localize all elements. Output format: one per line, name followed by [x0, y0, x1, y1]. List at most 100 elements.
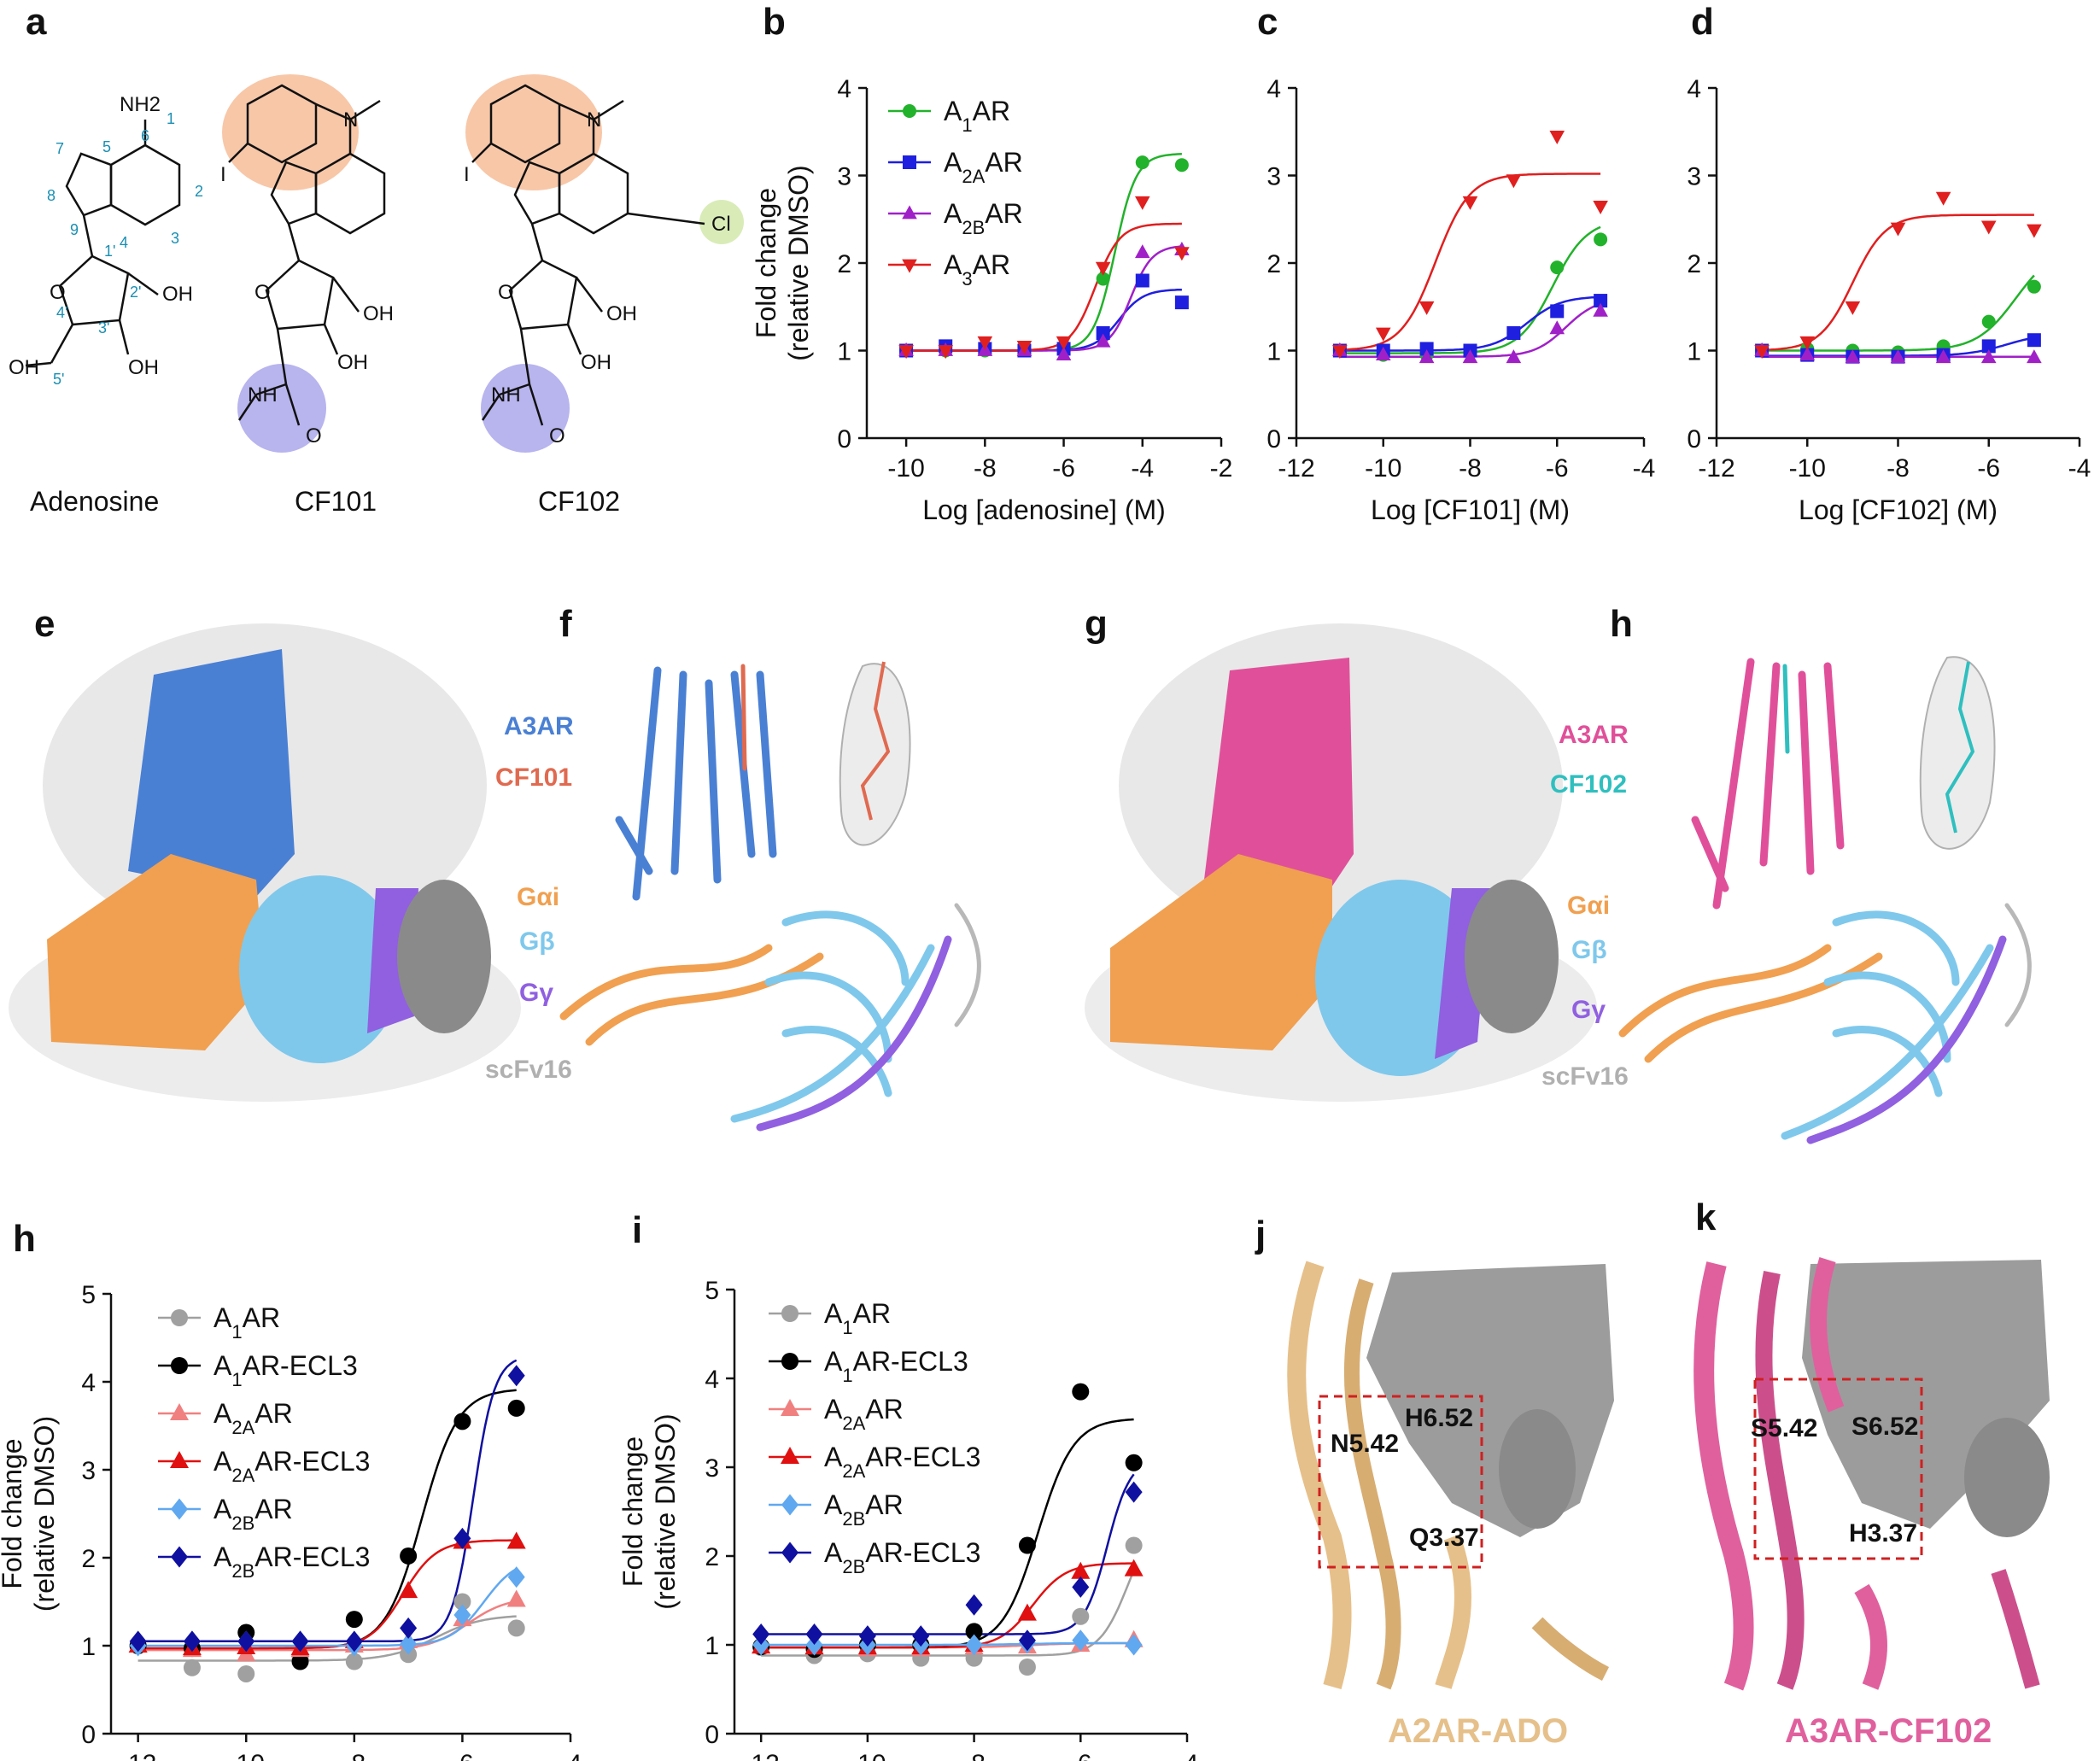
- atom-num-1p: 1': [104, 243, 115, 260]
- data-point-A1AR-ECL3: [291, 1653, 309, 1670]
- data-point-A1AR: [507, 1619, 525, 1637]
- panel-label-a: a: [26, 1, 47, 43]
- adenosine-o-ring: O: [50, 281, 66, 304]
- x-tick-label: -4: [559, 1750, 582, 1761]
- data-point-A2AAR: [1506, 326, 1521, 340]
- data-point-A3AR: [898, 345, 914, 360]
- data-point-A3AR: [1845, 301, 1861, 315]
- x-tick-label: -12: [1698, 454, 1734, 483]
- atom-num-3p: 3': [98, 319, 109, 336]
- cf101-n-methyl: N: [343, 108, 358, 132]
- y-tick-label: 2: [837, 250, 851, 278]
- legend-marker-A2AAR-ECL3: [170, 1451, 189, 1468]
- legend-marker-A2BAR-ECL3: [171, 1546, 188, 1568]
- atom-num-2p: 2': [130, 284, 141, 301]
- cf101-amide-highlight: [237, 364, 326, 453]
- data-point-A3AR: [1332, 345, 1348, 360]
- residue-k-3: H3.37: [1849, 1519, 1917, 1547]
- cf102-n-methyl: N: [587, 108, 601, 132]
- data-point-A1AR-ECL3: [1125, 1454, 1143, 1471]
- molecule-cf102: [471, 84, 705, 426]
- x-tick-label: -6: [1052, 454, 1075, 483]
- data-point-A2AAR: [1174, 295, 1189, 310]
- data-point-A2BAR: [453, 1604, 471, 1626]
- data-point-A2BAR: [1462, 349, 1478, 364]
- data-point-A2AAR-ECL3: [1124, 1559, 1144, 1577]
- y-tick-label: 4: [81, 1369, 96, 1397]
- adenosine-oh-2: OH: [162, 283, 193, 306]
- data-point-A2BAR-ECL3: [345, 1630, 363, 1653]
- data-point-A1AR-ECL3: [400, 1547, 418, 1565]
- data-point-A3AR: [1419, 301, 1435, 315]
- panel-label-f: f: [559, 603, 572, 645]
- label-h-gb: Gβ: [1571, 936, 1607, 964]
- atom-num-8: 8: [47, 187, 56, 204]
- panel-label-g: g: [1085, 603, 1108, 645]
- x-tick-label: -6: [451, 1750, 474, 1761]
- molecule-name-cf101: CF101: [295, 486, 377, 517]
- legend-label-A2AAR: A2AAR: [944, 147, 1023, 187]
- x-tick-label: -6: [1546, 454, 1569, 483]
- chart-d: 0 1 2 3 4 -12 -10 -8 -6 -4 Log [CF102] (M): [1687, 75, 2091, 525]
- y-tick-label: 4: [1266, 75, 1281, 103]
- data-point-A3AR: [1754, 345, 1769, 360]
- x-axis-label: Log [CF101] (M): [1371, 494, 1570, 525]
- data-point-A2BAR-ECL3: [183, 1630, 201, 1653]
- data-point-A2BAR-ECL3: [752, 1624, 770, 1646]
- cf102-iodophenyl-highlight: [465, 74, 602, 190]
- x-tick-label: -8: [1886, 454, 1910, 483]
- data-point-A2AAR: [2027, 333, 2041, 348]
- data-point-A2BAR-ECL3: [400, 1617, 418, 1639]
- chart-b: 0 1 2 3 4 -10 -8 -6 -4 -2 Log [adenosine] (M) Fold …: [751, 75, 1232, 525]
- data-point-A1AR: [345, 1653, 363, 1670]
- y-tick-label: 0: [81, 1721, 96, 1749]
- y-axis-label: Fold change(relative DMSO): [0, 1416, 60, 1612]
- x-tick-label: -12: [120, 1750, 156, 1761]
- data-point-A1AR: [2027, 279, 2041, 294]
- ligand-density-cf101: [839, 661, 911, 846]
- y-tick-label: 1: [1687, 338, 1701, 366]
- data-point-A2BAR: [400, 1633, 418, 1655]
- cf102-amide-highlight: [481, 364, 570, 453]
- data-point-A2BAR-ECL3: [507, 1365, 525, 1387]
- data-point-A2BAR-ECL3: [965, 1594, 983, 1616]
- data-point-A2BAR-ECL3: [237, 1630, 255, 1653]
- data-point-A2BAR-ECL3: [291, 1630, 309, 1653]
- ligand-density-cf102: [1919, 656, 1996, 850]
- data-point-A3AR: [1549, 130, 1565, 144]
- x-axis-label: Log [CF102] (M): [1799, 494, 1998, 525]
- x-tick-label: -8: [974, 454, 997, 483]
- panel-label-h-structure: h: [1610, 603, 1633, 645]
- y-tick-label: 0: [705, 1721, 719, 1749]
- data-point-A2BAR-ECL3: [1072, 1576, 1090, 1598]
- y-tick-label: 2: [705, 1543, 719, 1571]
- data-point-A2BAR: [1980, 349, 1997, 364]
- cf101-oh-2: OH: [363, 302, 394, 325]
- legend-marker-A1AR: [781, 1305, 798, 1322]
- data-point-A3AR: [1375, 327, 1391, 342]
- y-tick-label: 3: [705, 1454, 719, 1483]
- molecule-name-cf102: CF102: [538, 486, 620, 517]
- cf101-iodine: I: [220, 163, 226, 186]
- y-tick-label: 4: [705, 1366, 719, 1394]
- y-tick-label: 3: [1266, 163, 1281, 191]
- data-point-A3AR: [1935, 191, 1951, 206]
- atom-num-9: 9: [70, 221, 79, 238]
- cf102-oh-2: OH: [606, 302, 637, 325]
- y-axis-label: Fold change(relative DMSO): [617, 1413, 681, 1609]
- data-point-A2BAR: [1549, 320, 1565, 335]
- data-point-A1AR-ECL3: [345, 1611, 363, 1629]
- legend-label-A2AAR-ECL3: A2AAR-ECL3: [214, 1446, 370, 1486]
- caption-k: A3AR-CF102: [1785, 1712, 1992, 1750]
- data-point-A2BAR: [1056, 347, 1072, 361]
- cf102-carbonyl-o: O: [549, 424, 565, 448]
- legend-marker-A2BAR-ECL3: [781, 1542, 798, 1564]
- cf102-oh-3: OH: [581, 351, 611, 374]
- cryoem-map-e: [9, 623, 521, 1102]
- pocket-image-k: [1687, 1255, 2058, 1691]
- data-point-A1AR: [1135, 155, 1149, 170]
- legend-marker-A2BAR: [902, 205, 917, 219]
- x-tick-label: -6: [1069, 1750, 1092, 1761]
- x-tick-label: -12: [1278, 454, 1314, 483]
- cryoem-map-g: [1085, 623, 1597, 1102]
